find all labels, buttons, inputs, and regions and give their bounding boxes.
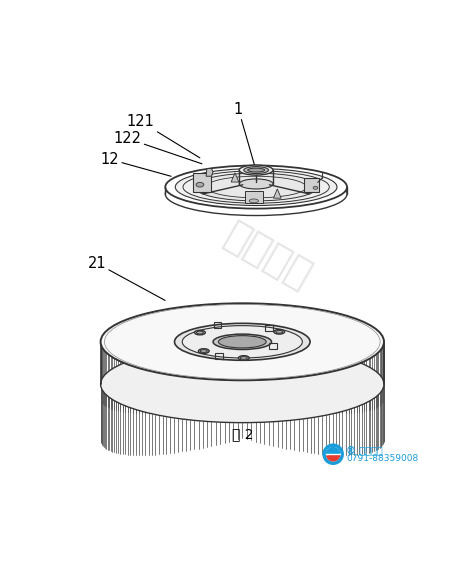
Ellipse shape	[101, 346, 384, 422]
Ellipse shape	[313, 186, 318, 190]
Polygon shape	[206, 169, 213, 176]
Ellipse shape	[219, 336, 266, 348]
Text: 13: 13	[305, 187, 339, 201]
Ellipse shape	[274, 329, 285, 334]
Circle shape	[322, 443, 344, 465]
Ellipse shape	[239, 179, 273, 189]
Polygon shape	[193, 173, 212, 192]
Ellipse shape	[248, 168, 265, 172]
Ellipse shape	[175, 169, 337, 205]
Ellipse shape	[249, 199, 258, 203]
Ellipse shape	[195, 173, 318, 201]
Circle shape	[326, 447, 340, 461]
Ellipse shape	[174, 323, 310, 360]
Bar	[215, 352, 223, 359]
Ellipse shape	[244, 166, 268, 174]
Text: 图 2: 图 2	[232, 427, 253, 441]
Text: ® 旭洁环保: ® 旭洁环保	[346, 446, 383, 455]
Polygon shape	[304, 178, 319, 192]
Text: 21: 21	[87, 255, 165, 301]
Text: 122: 122	[113, 131, 202, 164]
Ellipse shape	[196, 182, 204, 187]
Ellipse shape	[200, 350, 207, 352]
Polygon shape	[245, 191, 263, 203]
Ellipse shape	[165, 173, 347, 215]
Ellipse shape	[195, 331, 205, 335]
Ellipse shape	[239, 165, 273, 175]
Ellipse shape	[276, 331, 283, 333]
Polygon shape	[231, 173, 239, 182]
Ellipse shape	[182, 325, 303, 358]
Bar	[265, 325, 273, 331]
Ellipse shape	[197, 331, 204, 334]
Ellipse shape	[238, 356, 249, 360]
Ellipse shape	[240, 356, 247, 359]
Polygon shape	[273, 189, 281, 198]
Wedge shape	[326, 447, 340, 456]
Bar	[214, 322, 221, 328]
Text: 12: 12	[100, 152, 171, 177]
Text: 旭洁环保: 旭洁环保	[218, 216, 318, 296]
Ellipse shape	[213, 334, 272, 350]
Text: 1: 1	[234, 102, 256, 168]
Bar	[269, 342, 277, 349]
Ellipse shape	[198, 349, 209, 354]
Wedge shape	[326, 454, 340, 461]
Text: 0791-88359008: 0791-88359008	[346, 455, 418, 464]
Ellipse shape	[165, 165, 347, 209]
Ellipse shape	[101, 303, 384, 380]
Text: 121: 121	[127, 114, 200, 158]
